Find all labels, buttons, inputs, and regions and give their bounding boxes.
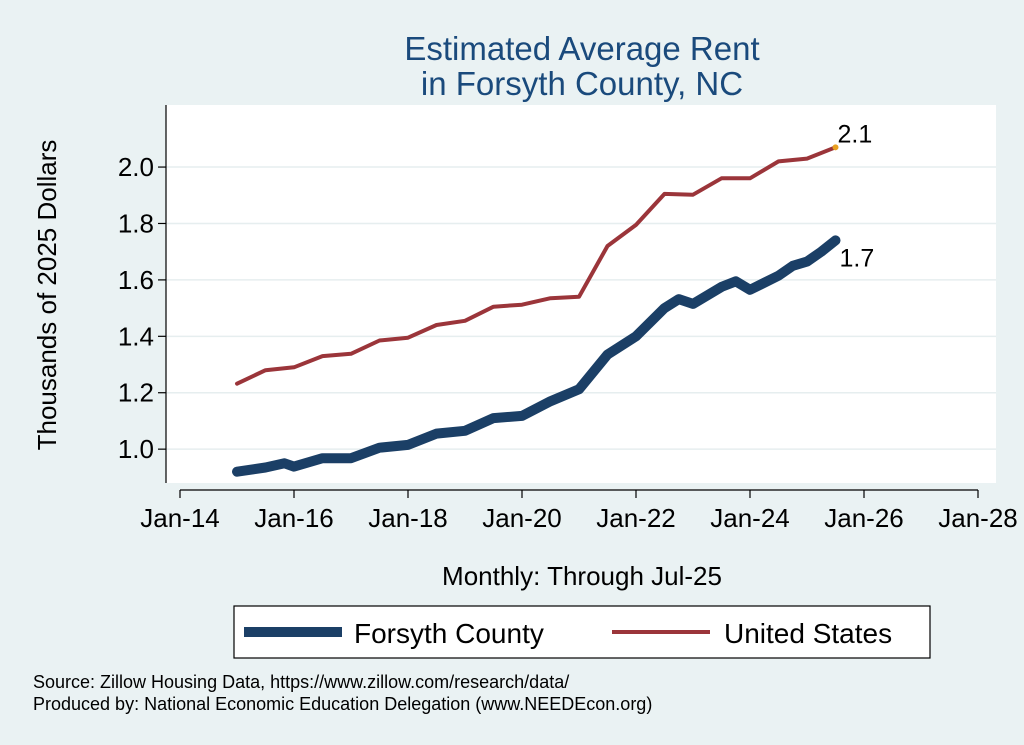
- y-tick-label-3: 1.6: [118, 265, 154, 295]
- x-axis: Jan-14 Jan-16 Jan-18 Jan-20 Jan-22 Jan-24 Jan-…: [140, 489, 1018, 533]
- x-tick-label-2: Jan-18: [368, 503, 448, 533]
- x-tick-label-6: Jan-26: [824, 503, 904, 533]
- y-tick-label-4: 1.8: [118, 208, 154, 238]
- legend-label-forsyth-county: Forsyth County: [354, 618, 544, 649]
- series-line-united-states: [235, 145, 838, 386]
- x-tick-label-5: Jan-24: [710, 503, 790, 533]
- source-note: Source: Zillow Housing Data, https://www…: [33, 672, 569, 692]
- y-tick-label-1: 1.2: [118, 378, 154, 408]
- end-marker-united-states: [832, 144, 839, 151]
- x-tick-label-0: Jan-14: [140, 503, 220, 533]
- x-axis-title: Monthly: Through Jul-25: [442, 561, 722, 591]
- legend-box: [233, 605, 931, 659]
- x-tick-label-3: Jan-20: [482, 503, 562, 533]
- producer-note: Produced by: National Economic Education…: [33, 694, 652, 714]
- y-tick-label-2: 1.4: [118, 321, 154, 351]
- x-tick-label-7: Jan-28: [938, 503, 1018, 533]
- legend: Forsyth County United States: [233, 605, 931, 659]
- chart-title-line-1: Estimated Average Rent: [404, 30, 759, 67]
- x-tick-label-4: Jan-22: [596, 503, 676, 533]
- series-lines: [232, 145, 841, 477]
- y-axis: 1.0 1.2 1.4 1.6 1.8 2.0: [118, 105, 167, 483]
- chart-title-line-2: in Forsyth County, NC: [421, 65, 743, 102]
- series-line-forsyth-county: [232, 235, 841, 477]
- y-tick-label-0: 1.0: [118, 434, 154, 464]
- end-label-united-states: 2.1: [838, 120, 873, 148]
- end-label-forsyth-county: 1.7: [840, 244, 875, 272]
- y-tick-label-5: 2.0: [118, 152, 154, 182]
- legend-label-united-states: United States: [724, 618, 892, 649]
- y-axis-title: Thousands of 2025 Dollars: [32, 140, 62, 451]
- x-tick-label-1: Jan-16: [254, 503, 334, 533]
- end-labels: 2.1 1.7: [832, 120, 875, 272]
